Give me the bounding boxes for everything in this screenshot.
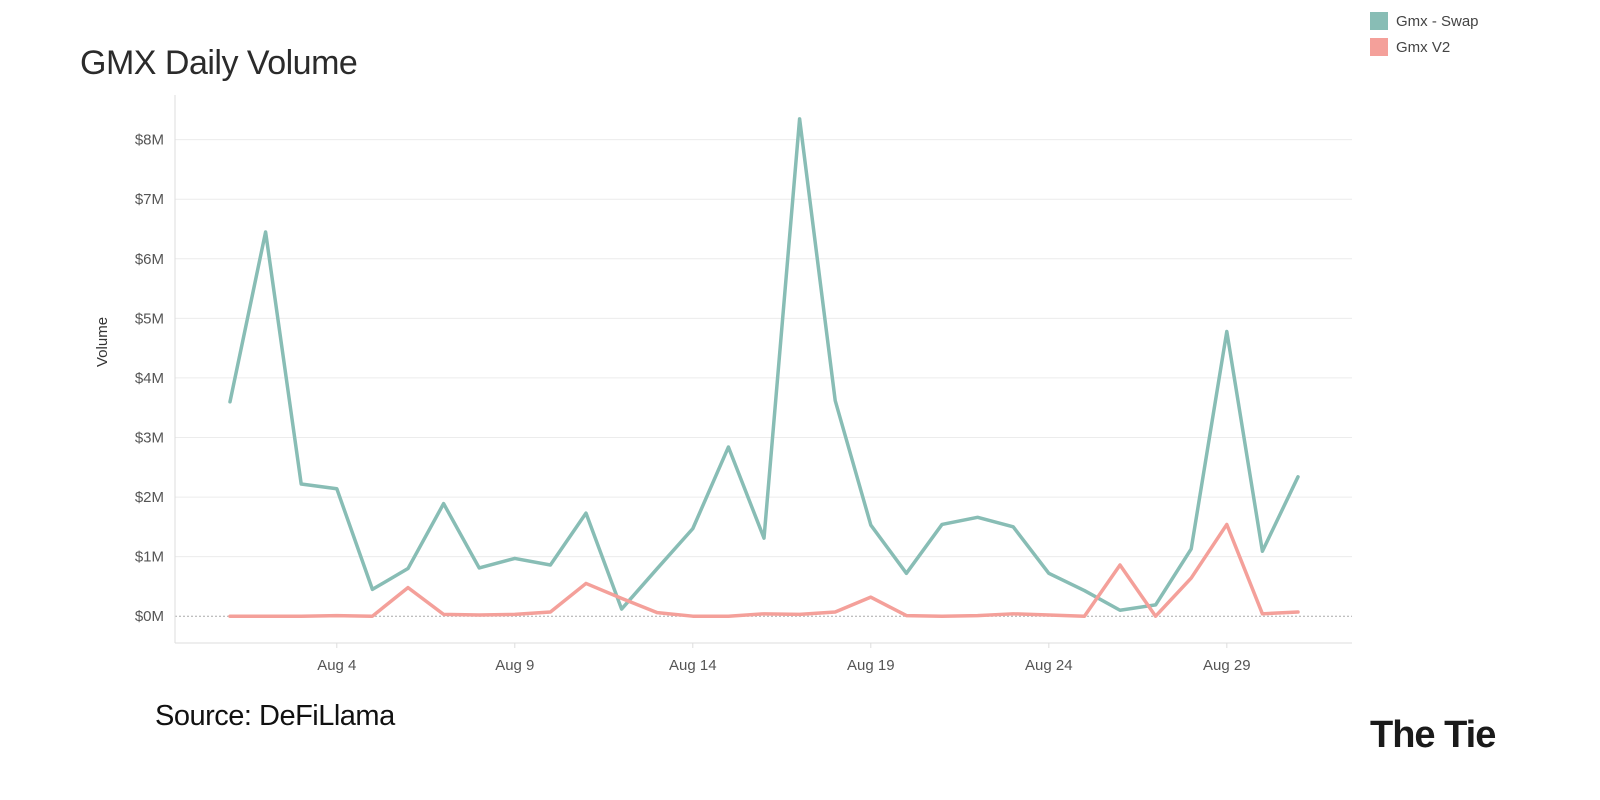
- y-tick-label: $1M: [135, 549, 164, 566]
- legend-swatch-v2: [1370, 38, 1388, 56]
- tick-labels: $0M $1M $2M $3M $4M $5M $6M $7M $8M Aug 4 Aug 9 Aug…: [135, 132, 1251, 674]
- legend: Gmx - Swap Gmx V2: [1370, 8, 1479, 60]
- x-tick-label: Aug 14: [669, 657, 717, 674]
- y-tick-label: $7M: [135, 191, 164, 208]
- x-tick-label: Aug 19: [847, 657, 895, 674]
- x-tick-label: Aug 29: [1203, 657, 1251, 674]
- y-tick-label: $0M: [135, 608, 164, 625]
- grid-lines: [175, 139, 1352, 617]
- y-tick-label: $2M: [135, 489, 164, 506]
- legend-label-v2: Gmx V2: [1396, 38, 1451, 56]
- y-tick-label: $3M: [135, 430, 164, 447]
- axes: [174, 95, 1352, 648]
- x-tick-label: Aug 4: [317, 657, 356, 674]
- y-tick-label: $6M: [135, 251, 164, 268]
- series-lines: [228, 117, 1300, 618]
- x-tick-label: Aug 9: [495, 657, 534, 674]
- x-tick-label: Aug 24: [1025, 657, 1073, 674]
- chart-title: GMX Daily Volume: [80, 44, 358, 82]
- source-label: Source: DeFiLlama: [155, 700, 395, 732]
- y-tick-label: $8M: [135, 132, 164, 149]
- y-tick-label: $4M: [135, 370, 164, 387]
- y-tick-label: $5M: [135, 310, 164, 327]
- legend-swatch-swap: [1370, 12, 1388, 30]
- series-line-v2: [228, 522, 1300, 618]
- series-line-swap: [228, 117, 1300, 612]
- legend-label-swap: Gmx - Swap: [1396, 12, 1479, 30]
- legend-item-swap[interactable]: Gmx - Swap: [1370, 8, 1479, 34]
- legend-item-v2[interactable]: Gmx V2: [1370, 34, 1479, 60]
- brand-logo: The Tie: [1370, 714, 1496, 756]
